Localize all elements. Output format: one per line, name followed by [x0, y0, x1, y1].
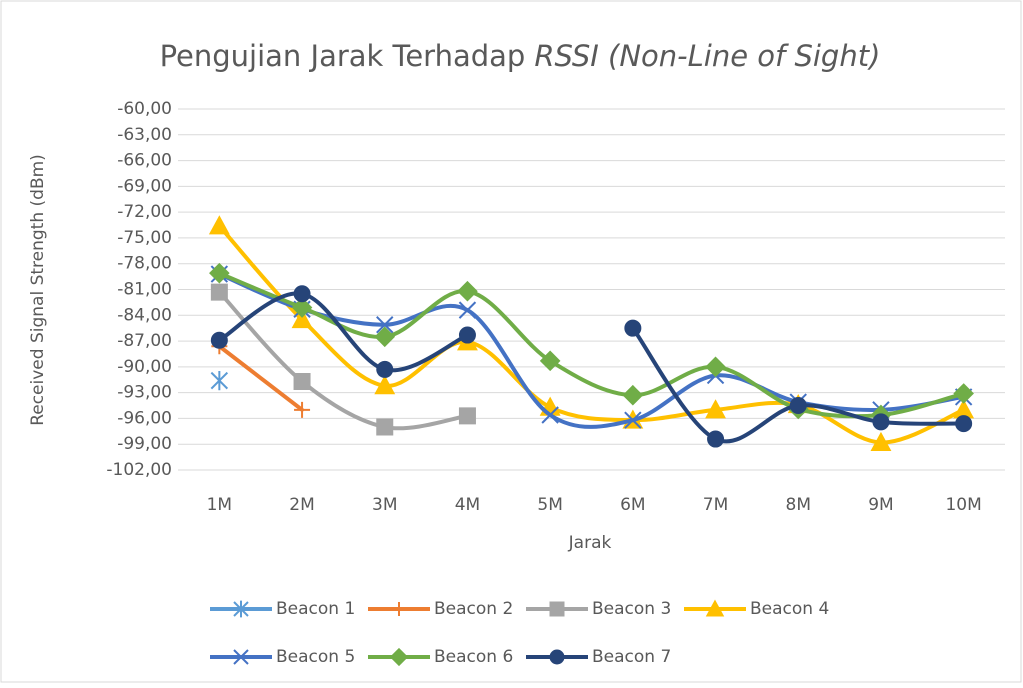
data-point	[291, 297, 313, 318]
data-point	[376, 418, 394, 436]
data-point	[291, 308, 313, 329]
data-point	[293, 372, 311, 390]
legend-marker	[705, 599, 725, 617]
data-point	[209, 262, 230, 284]
data-point	[376, 316, 394, 334]
y-tick-label: -96,00	[117, 408, 172, 428]
data-point	[208, 215, 230, 235]
x-axis-label: Jarak	[568, 533, 612, 553]
y-tick-label: -87,00	[117, 331, 172, 351]
data-point	[374, 375, 396, 395]
legend-marker	[549, 601, 565, 617]
chart-title: Pengujian Jarak Terhadap RSSI (Non-Line o…	[160, 39, 881, 73]
legend-label: Beacon 4	[750, 599, 829, 619]
data-point	[293, 285, 311, 303]
x-tick-label: 3M	[372, 495, 397, 515]
data-point	[210, 283, 228, 301]
legend-marker	[392, 602, 406, 616]
x-tick-label: 7M	[703, 495, 728, 515]
data-point	[376, 361, 394, 378]
title-text: Pengujian Jarak Terhadap	[160, 39, 526, 73]
x-tick-label: 2M	[289, 495, 314, 515]
legend-marker	[233, 600, 249, 618]
title-italic: RSSI (Non-Line of Sight)	[534, 39, 880, 73]
x-tick-label: 1M	[207, 495, 232, 515]
legend-label: Beacon 2	[434, 599, 513, 619]
legend-label: Beacon 1	[276, 599, 355, 619]
data-point	[872, 413, 890, 431]
x-tick-label: 8M	[786, 495, 811, 515]
y-tick-label: -90,00	[117, 357, 172, 377]
y-tick-label: -93,00	[117, 383, 172, 403]
y-tick-label: -60,00	[117, 99, 172, 119]
data-point	[955, 415, 973, 433]
series-line	[217, 271, 966, 419]
data-point	[539, 350, 561, 372]
y-tick-label: -75,00	[117, 228, 172, 248]
x-tick-label: 9M	[868, 495, 893, 515]
legend-marker	[233, 649, 249, 665]
y-tick-label: -78,00	[117, 254, 172, 274]
data-point	[458, 301, 477, 319]
data-point	[870, 431, 892, 451]
series-line	[217, 223, 966, 445]
data-point	[374, 326, 396, 348]
y-tick-label: -81,00	[117, 280, 172, 300]
legend-label: Beacon 7	[592, 647, 671, 667]
series-line	[217, 290, 470, 431]
data-point	[624, 411, 642, 429]
y-tick-label: -99,00	[117, 434, 172, 454]
x-tick-label: 10M	[945, 495, 981, 515]
data-point	[458, 407, 476, 425]
series-line	[217, 272, 966, 429]
legend-label: Beacon 5	[276, 647, 355, 667]
y-axis-label: Received Signal Strength (dBm)	[28, 154, 48, 426]
y-tick-label: -102,00	[106, 460, 172, 480]
legend-marker	[549, 649, 565, 665]
series-line	[217, 344, 305, 412]
data-point	[624, 319, 642, 337]
data-point	[789, 397, 807, 414]
legend-marker	[389, 647, 409, 667]
data-point	[458, 326, 476, 344]
data-point	[210, 371, 229, 391]
data-point	[953, 383, 974, 404]
data-point	[705, 356, 726, 378]
data-point	[210, 331, 228, 349]
data-point	[622, 384, 644, 406]
y-tick-label: -63,00	[117, 125, 172, 145]
legend-label: Beacon 3	[592, 599, 671, 619]
y-tick-label: -84,00	[117, 305, 172, 325]
data-point	[294, 401, 311, 418]
x-tick-label: 6M	[620, 495, 645, 515]
x-tick-label: 5M	[537, 495, 562, 515]
legend-label: Beacon 6	[434, 647, 513, 667]
data-point	[705, 399, 726, 419]
y-tick-label: -66,00	[117, 151, 172, 171]
data-point	[457, 280, 478, 302]
y-tick-label: -69,00	[117, 176, 172, 196]
data-point	[707, 430, 725, 448]
data-point	[541, 406, 559, 424]
y-tick-label: -72,00	[117, 202, 172, 222]
x-tick-label: 4M	[455, 495, 480, 515]
